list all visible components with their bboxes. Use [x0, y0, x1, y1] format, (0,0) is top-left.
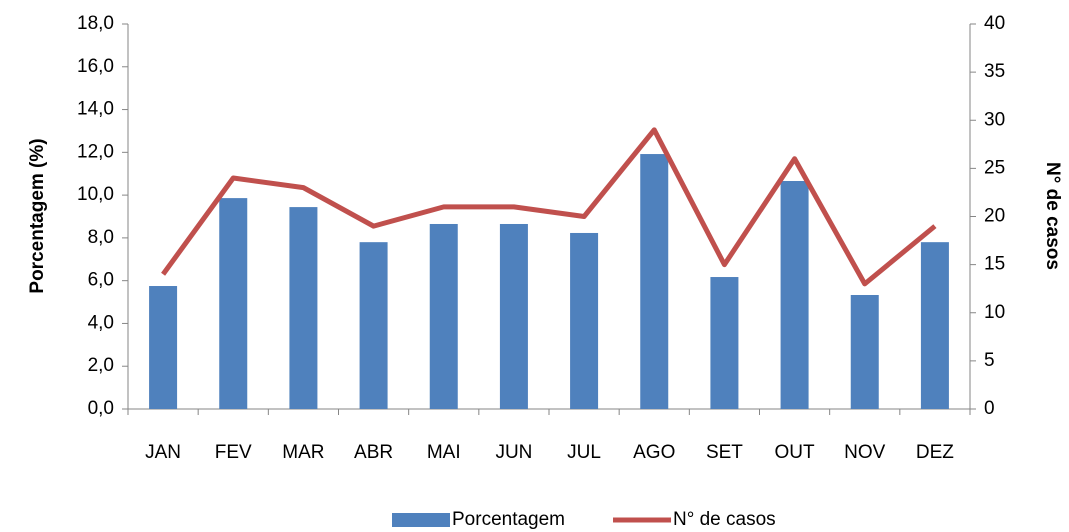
- y2-axis-label: N° de casos: [1042, 162, 1063, 270]
- x-tick-label: DEZ: [916, 442, 954, 463]
- x-tick-label: AGO: [633, 442, 675, 463]
- y-tick-label: 4,0: [88, 312, 114, 333]
- bar: [149, 286, 178, 409]
- y-tick-label: 18,0: [77, 13, 114, 34]
- bar: [920, 242, 949, 409]
- y-tick-label: 16,0: [77, 56, 114, 77]
- y2-tick-label: 40: [984, 13, 1005, 34]
- bar: [780, 180, 809, 409]
- y2-tick-label: 30: [984, 109, 1005, 130]
- bar: [289, 207, 318, 409]
- y-tick-label: 2,0: [88, 355, 114, 376]
- x-tick-label: SET: [706, 442, 743, 463]
- x-tick-label: JUN: [495, 442, 532, 463]
- bar: [359, 242, 388, 409]
- legend-label: N° de casos: [673, 509, 776, 530]
- y2-tick-label: 35: [984, 61, 1005, 82]
- y-tick-label: 12,0: [77, 141, 114, 162]
- bar: [850, 294, 879, 409]
- y2-tick-label: 25: [984, 157, 1005, 178]
- y2-tick-label: 20: [984, 206, 1005, 227]
- y2-tick-label: 5: [984, 350, 995, 371]
- legend-swatch: [392, 513, 450, 527]
- y2-tick-label: 10: [984, 302, 1005, 323]
- y2-tick-label: 0: [984, 398, 995, 419]
- x-tick-label: MAI: [427, 442, 461, 463]
- bar: [640, 154, 669, 409]
- y-axis-label: Porcentagem (%): [27, 138, 48, 293]
- y-tick-label: 14,0: [77, 99, 114, 120]
- legend-label: Porcentagem: [452, 509, 565, 530]
- y-tick-label: 8,0: [88, 227, 114, 248]
- bar: [710, 277, 739, 409]
- y-tick-label: 0,0: [88, 398, 114, 419]
- line: [161, 127, 937, 287]
- x-tick-label: OUT: [775, 442, 816, 463]
- bar: [499, 223, 528, 409]
- x-tick-label: JUL: [567, 442, 601, 463]
- x-tick-label: JAN: [145, 442, 181, 463]
- x-tick-label: ABR: [354, 442, 393, 463]
- x-tick-label: MAR: [282, 442, 324, 463]
- y-tick-label: 10,0: [77, 184, 114, 205]
- x-tick-label: FEV: [215, 442, 252, 463]
- y-tick-label: 6,0: [88, 270, 114, 291]
- y2-tick-label: 15: [984, 254, 1005, 275]
- bar: [219, 198, 248, 409]
- bar: [570, 232, 599, 409]
- bar: [429, 223, 458, 409]
- x-tick-label: NOV: [844, 442, 886, 463]
